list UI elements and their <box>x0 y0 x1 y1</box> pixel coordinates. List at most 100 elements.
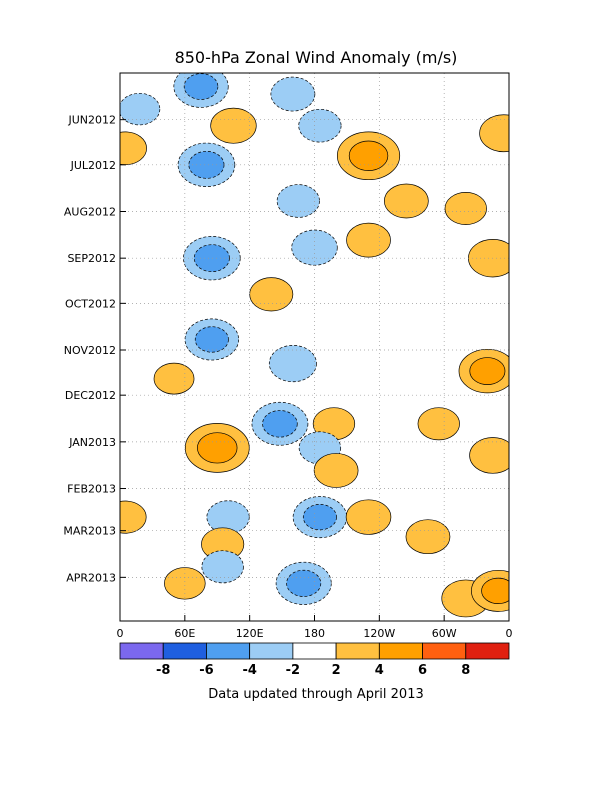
y-tick-label: DEC2012 <box>65 389 116 402</box>
plot-frame <box>119 72 510 622</box>
colorbar-swatch <box>335 642 380 660</box>
anomaly-patch <box>313 453 359 488</box>
colorbar-label: 2 <box>332 663 341 678</box>
contour-ring <box>270 76 316 112</box>
colorbar-swatch <box>292 642 337 660</box>
anomaly-patch <box>249 277 294 312</box>
contour-ring <box>346 222 391 258</box>
contour-ring <box>405 519 451 555</box>
x-tick-label: 0 <box>506 627 513 640</box>
colorbar-swatch <box>119 642 164 660</box>
y-tick-label: NOV2012 <box>64 344 116 357</box>
anomaly-patch <box>291 229 338 266</box>
contour-ring <box>249 277 294 312</box>
colorbar-label: -6 <box>199 663 213 678</box>
anomaly-patch <box>469 437 509 474</box>
y-tick-label: AUG2012 <box>64 206 116 219</box>
anomaly-patch <box>345 499 392 535</box>
anomaly-patch <box>210 107 257 144</box>
contour-ring <box>206 500 250 534</box>
anomaly-patch <box>479 114 509 153</box>
colorbar-swatch <box>206 642 251 660</box>
contour-ring <box>276 184 320 218</box>
colorbar-label: -2 <box>286 663 300 678</box>
anomaly-patch <box>346 222 391 258</box>
contour-ring <box>193 244 230 273</box>
anomaly-patch <box>275 561 332 605</box>
contour-ring <box>348 140 389 171</box>
anomaly-patch <box>183 236 241 281</box>
anomaly-patch <box>383 183 429 219</box>
contour-ring <box>469 437 509 474</box>
x-tick-label: 180 <box>304 627 325 640</box>
anomaly-patch <box>120 92 161 126</box>
anomaly-patch <box>270 76 316 112</box>
colorbar: -8 -6 -4 -2 2 4 6 8 <box>119 642 510 678</box>
contour-ring <box>164 567 206 600</box>
x-tick-label: 0 <box>117 627 124 640</box>
anomaly-patch <box>173 73 229 108</box>
x-tick-label: 60W <box>432 627 457 640</box>
anomaly-patch <box>153 362 195 395</box>
anomaly-patch <box>336 131 401 181</box>
anomaly-patch <box>268 345 317 383</box>
anomaly-patch <box>405 519 451 555</box>
contour-ring <box>291 229 338 266</box>
x-tick-label: 120E <box>236 627 264 640</box>
anomaly-patch <box>251 401 309 446</box>
contour-ring <box>120 92 161 126</box>
y-tick-label: SEP2012 <box>67 252 116 265</box>
anomaly-patch <box>471 569 509 612</box>
anomaly-patch <box>276 184 320 218</box>
y-tick-label: APR2013 <box>66 571 116 584</box>
contour-ring <box>302 503 337 531</box>
contour-ring <box>194 326 229 353</box>
contour-ring <box>201 550 244 584</box>
contour-ring <box>417 407 460 441</box>
y-tick-label: OCT2012 <box>65 297 116 310</box>
contour-ring <box>479 114 509 153</box>
colorbar-label: -8 <box>156 663 170 678</box>
colorbar-swatch <box>422 642 467 660</box>
grid-lines <box>120 73 509 621</box>
anomaly-patch <box>458 348 509 394</box>
y-axis: JUN2012 JUL2012 AUG2012 SEP2012 OCT2012 NOV20… <box>63 114 126 584</box>
contour-ring <box>313 453 359 488</box>
contour-ring <box>120 500 147 534</box>
colorbar-swatch <box>162 642 207 660</box>
contour-ring <box>262 410 298 438</box>
anomaly-patch <box>164 567 206 600</box>
contour-ring <box>210 107 257 144</box>
contour-ring <box>183 73 219 100</box>
colorbar-label: 6 <box>418 663 427 678</box>
contour-ring <box>188 150 225 179</box>
y-tick-label: FEB2013 <box>67 483 116 496</box>
anomaly-patch <box>184 423 250 473</box>
anomaly-patch <box>184 318 239 361</box>
y-tick-label: JAN2013 <box>68 436 116 449</box>
anomaly-patch <box>417 407 460 441</box>
anomaly-patch <box>444 192 487 225</box>
colorbar-label: -4 <box>242 663 256 678</box>
anomaly-patch <box>292 496 348 539</box>
colorbar-swatch <box>378 642 423 660</box>
contour-ring <box>469 357 506 385</box>
anomaly-patch <box>298 108 342 143</box>
x-axis: 0 60E 120E 180 120W 60W 0 <box>117 615 513 640</box>
y-tick-label: JUL2012 <box>70 159 116 172</box>
y-tick-label: MAR2013 <box>63 525 116 538</box>
contour-ring <box>345 499 392 535</box>
colorbar-swatch <box>465 642 510 660</box>
x-tick-label: 60E <box>174 627 195 640</box>
contour-ring <box>153 362 195 395</box>
colorbar-label: 8 <box>461 663 470 678</box>
anomaly-patch <box>177 142 236 187</box>
x-tick-label: 120W <box>363 627 395 640</box>
contour-ring <box>481 577 509 605</box>
contour-ring <box>268 345 317 383</box>
colorbar-swatch <box>249 642 294 660</box>
anomaly-field <box>120 73 509 618</box>
contour-ring <box>383 183 429 219</box>
colorbar-label: 4 <box>375 663 384 678</box>
